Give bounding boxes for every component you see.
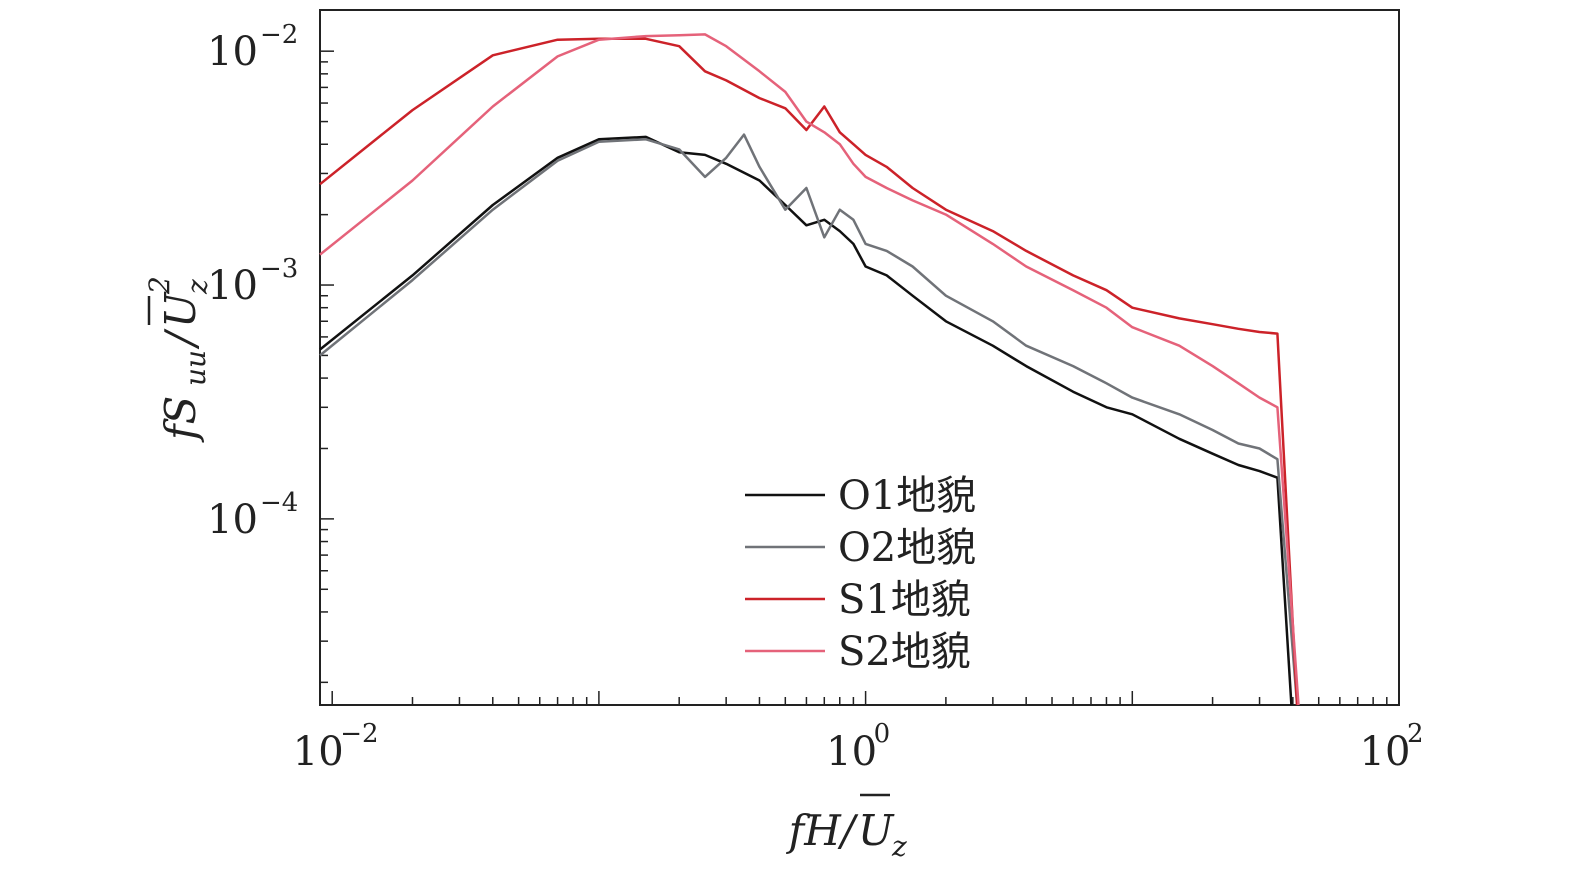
- plot-frame: [319, 9, 1400, 706]
- x-axis-title: fH/ U z: [786, 793, 907, 863]
- legend-label: S1地貌: [838, 577, 971, 623]
- y-tick-label: 10 −3: [207, 254, 298, 309]
- y-tick-exp: −3: [260, 254, 298, 284]
- legend-item: O2地貌: [745, 525, 976, 571]
- series-layer: [319, 33, 1300, 706]
- legend-item: O1地貌: [745, 473, 976, 519]
- y-tick-label: 10 −4: [207, 488, 298, 543]
- x-tick-label: 10−2: [293, 719, 379, 775]
- x-tick-base: 10: [1360, 729, 1411, 775]
- legend: O1地貌 O2地貌 S1地貌 S2地貌: [745, 473, 976, 675]
- legend-label: O2地貌: [838, 525, 976, 571]
- x-tick-label: 102: [1360, 719, 1424, 775]
- x-tick-exp: 0: [874, 719, 891, 749]
- series-line-4: [319, 33, 1300, 706]
- x-tick-exp: 2: [1407, 719, 1424, 749]
- y-tick-base: 10: [207, 29, 258, 75]
- y-axis-title: fS uu / U z 2: [143, 276, 214, 443]
- x-axis-title-var: U: [858, 806, 895, 855]
- y-axis-title-main: fS: [156, 396, 205, 443]
- x-axis-title-main: fH/: [786, 806, 859, 855]
- y-tick-exp: −4: [260, 488, 298, 518]
- y-axis-title-sub: uu: [179, 350, 212, 386]
- x-tick-base: 10: [293, 729, 344, 775]
- series-line-3: [319, 37, 1299, 706]
- legend-item: S2地貌: [745, 629, 971, 675]
- y-tick-base: 10: [207, 497, 258, 543]
- y-tick-base: 10: [207, 263, 258, 309]
- y-axis-title-var: U: [156, 291, 205, 328]
- y-tick-exp: −2: [260, 20, 298, 50]
- x-axis-title-sub: z: [891, 830, 907, 863]
- series-line-2: [319, 133, 1299, 706]
- x-tick-labels: 10−2 100 102: [293, 719, 1424, 775]
- y-axis-title-sup: 2: [143, 276, 176, 295]
- axis-ticks: [319, 50, 1400, 705]
- y-tick-label: 10 −2: [207, 20, 298, 75]
- x-tick-base: 10: [826, 729, 877, 775]
- x-tick-label: 100: [826, 719, 890, 775]
- y-tick-labels: 10−410−310−2: [207, 20, 298, 543]
- legend-label: O1地貌: [838, 473, 976, 519]
- y-axis-title-sub2: z: [181, 279, 214, 295]
- legend-label: S2地貌: [838, 629, 971, 675]
- x-tick-exp: −2: [340, 719, 378, 749]
- legend-item: S1地貌: [745, 577, 971, 623]
- series-line-1: [319, 135, 1293, 706]
- y-axis-title-slash: /: [156, 328, 205, 350]
